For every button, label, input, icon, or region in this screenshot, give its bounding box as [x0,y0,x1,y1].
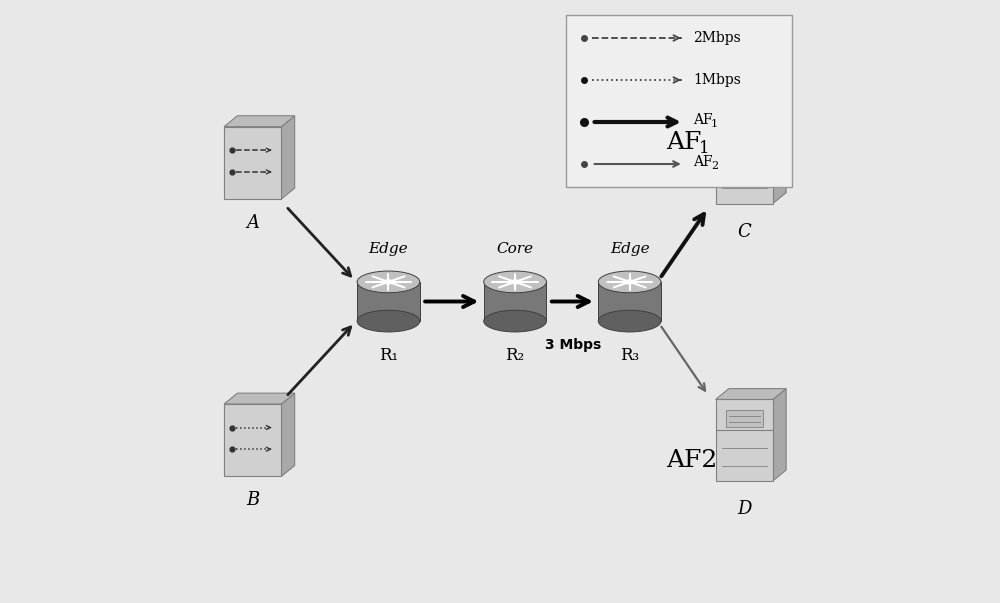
Text: D: D [737,500,751,519]
Text: 1Mbps: 1Mbps [693,73,741,87]
Text: R₃: R₃ [620,347,639,364]
Text: 2Mbps: 2Mbps [693,31,741,45]
Polygon shape [716,388,786,399]
FancyBboxPatch shape [726,133,763,150]
Text: Edge: Edge [369,242,408,256]
Text: R₂: R₂ [506,347,525,364]
Text: AF: AF [693,154,712,169]
Ellipse shape [598,271,661,293]
Ellipse shape [627,279,632,285]
Text: R₁: R₁ [379,347,398,364]
Text: Core: Core [497,242,534,256]
FancyBboxPatch shape [566,15,792,187]
FancyBboxPatch shape [716,399,773,481]
Text: 1: 1 [699,140,710,157]
Ellipse shape [357,310,420,332]
Text: C: C [737,223,751,241]
Polygon shape [224,116,295,127]
Ellipse shape [484,271,546,293]
Text: Edge: Edge [610,242,649,256]
Ellipse shape [357,271,420,293]
Polygon shape [224,393,295,404]
Ellipse shape [386,279,391,285]
Polygon shape [773,388,786,481]
Text: 1: 1 [711,119,718,130]
Polygon shape [281,393,295,476]
Text: A: A [246,214,259,232]
Polygon shape [598,282,661,321]
Ellipse shape [512,279,518,285]
FancyBboxPatch shape [726,411,763,428]
FancyBboxPatch shape [716,122,773,203]
Polygon shape [484,282,546,321]
Polygon shape [716,111,786,122]
Text: AF: AF [693,113,712,127]
Text: 3 Mbps: 3 Mbps [545,338,602,352]
Ellipse shape [598,310,661,332]
Text: B: B [246,491,259,510]
Polygon shape [357,282,420,321]
FancyBboxPatch shape [224,404,281,476]
Text: AF2: AF2 [666,449,717,472]
Text: AF: AF [666,131,701,154]
FancyBboxPatch shape [224,127,281,199]
Polygon shape [773,111,786,203]
Ellipse shape [484,310,546,332]
Polygon shape [281,116,295,199]
Text: 2: 2 [711,162,718,171]
